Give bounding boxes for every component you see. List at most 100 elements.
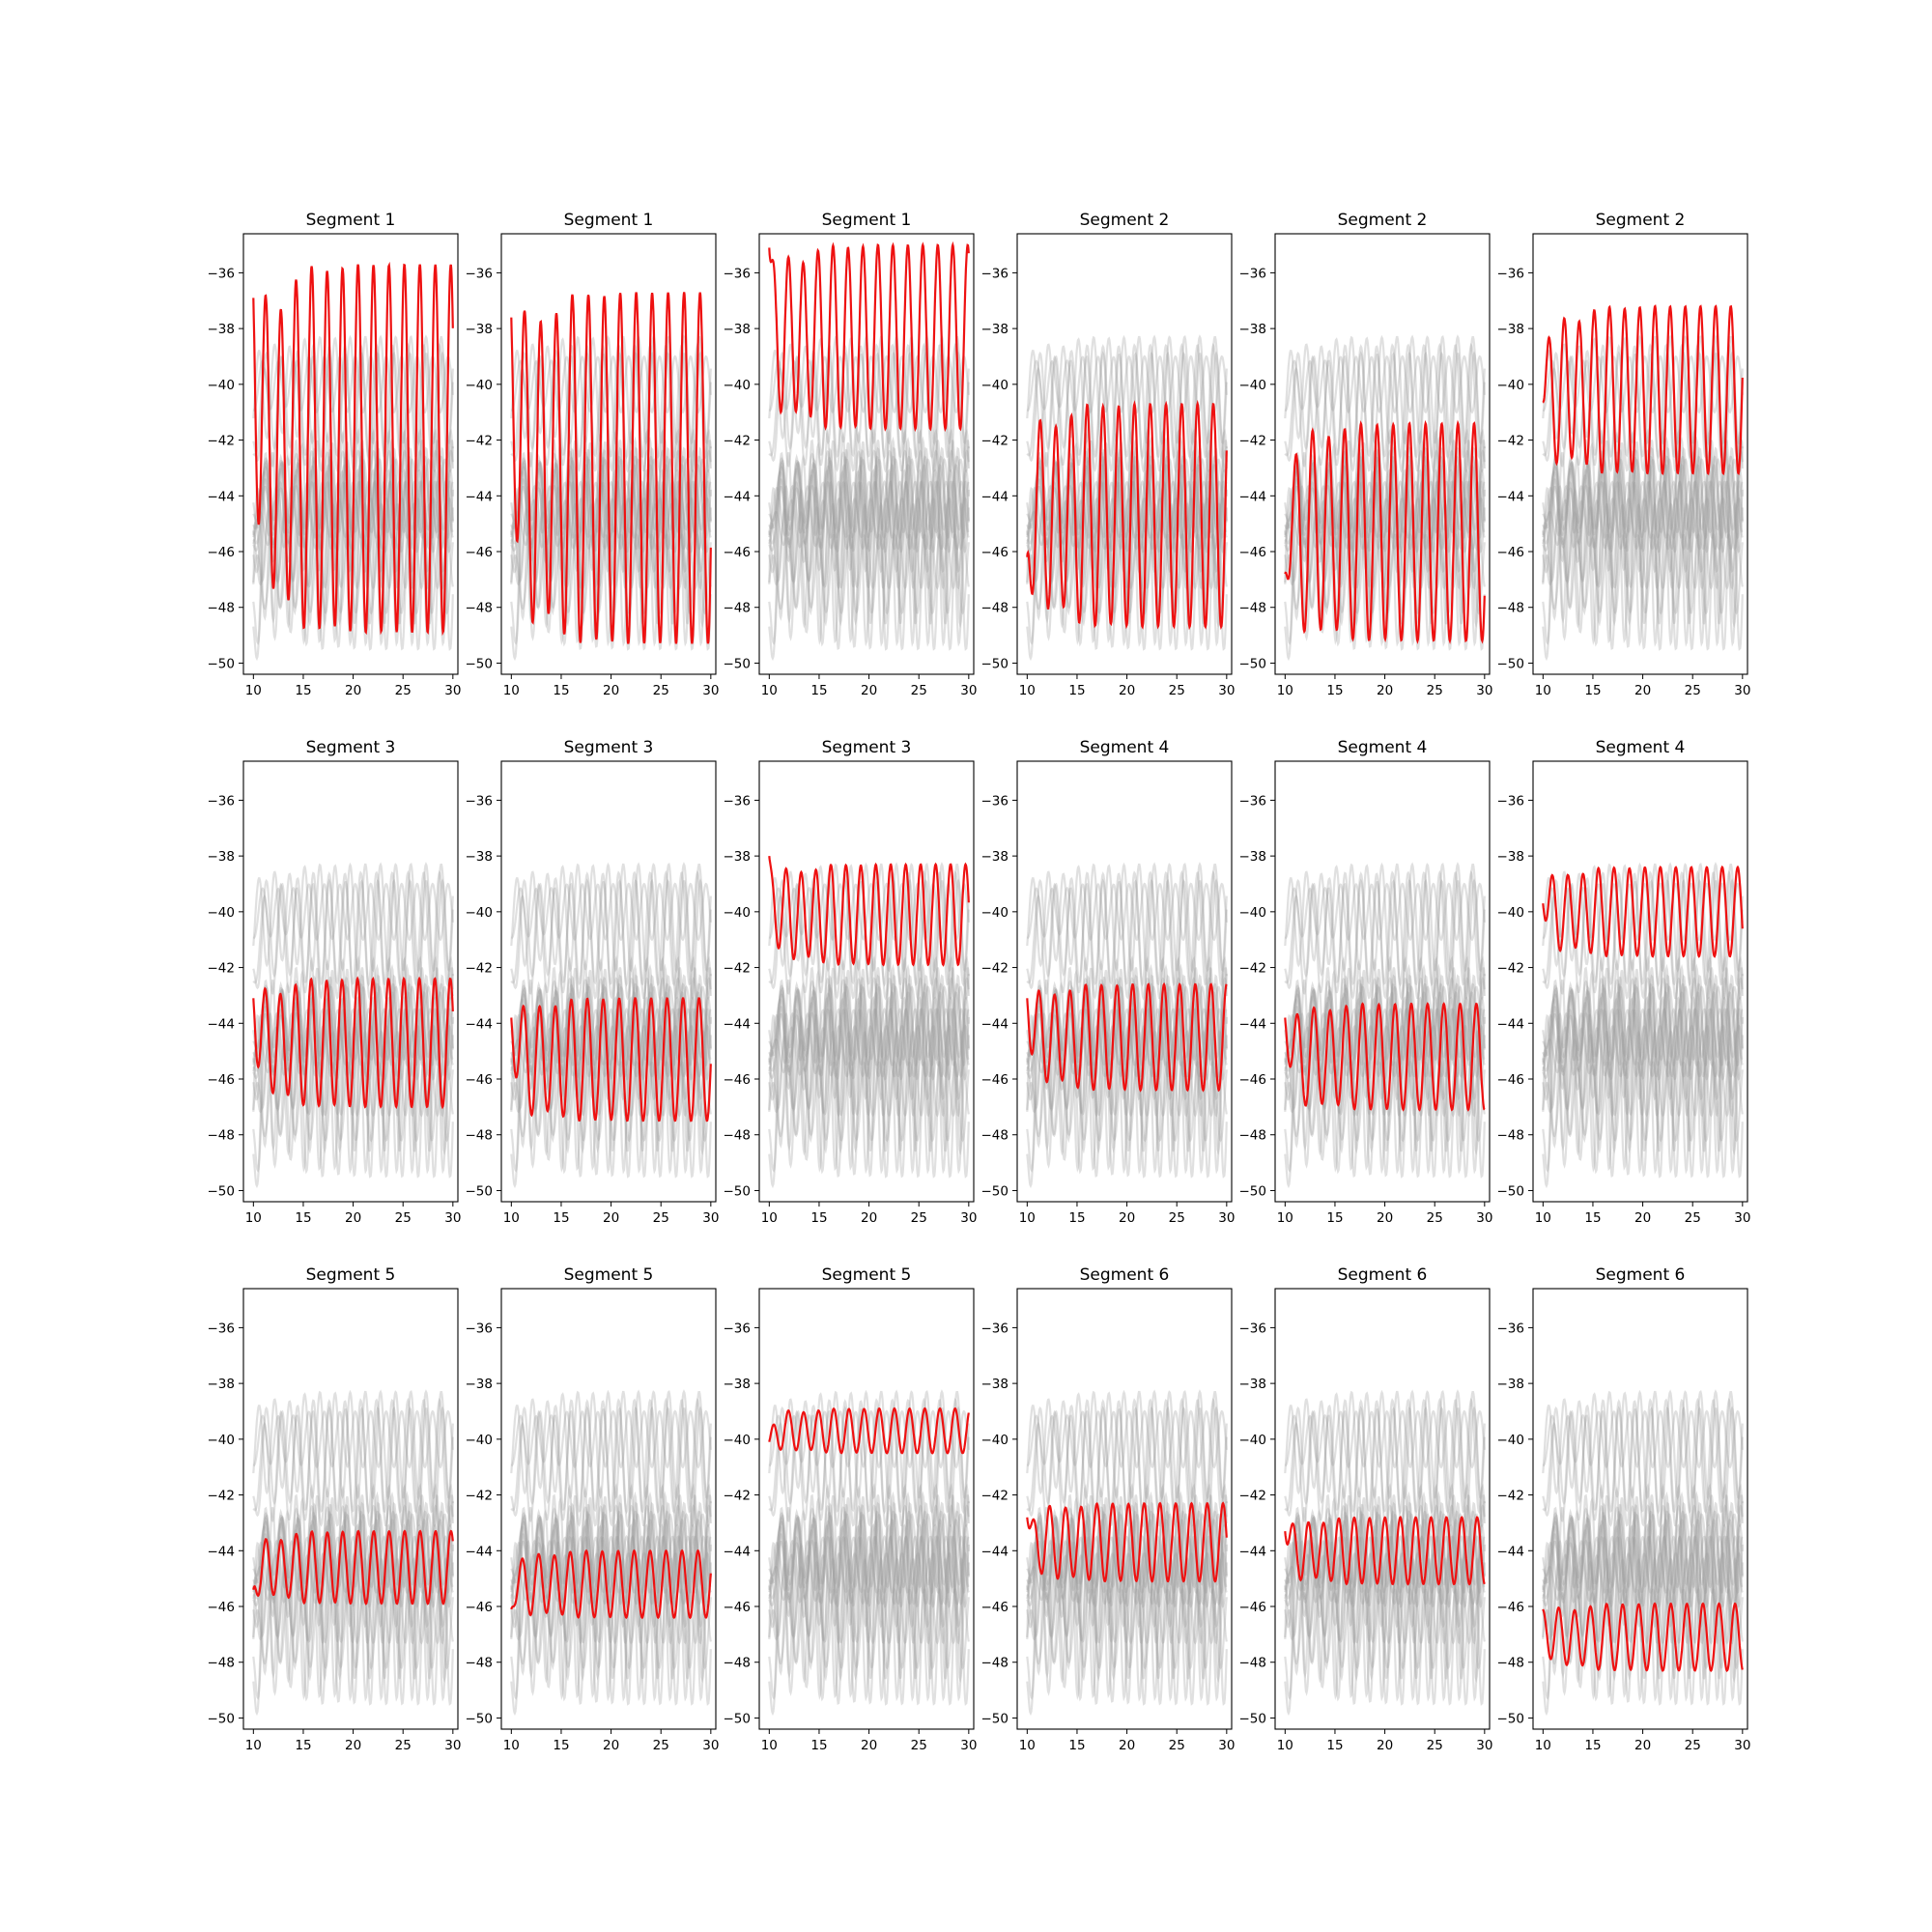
y-tick-label: −46	[724, 1600, 752, 1615]
y-tick-label: −46	[981, 545, 1009, 560]
axes-frame	[758, 1288, 975, 1730]
axes-frame	[1274, 760, 1491, 1203]
y-tick-label: −40	[1239, 378, 1267, 393]
background-trace-15	[1542, 1060, 1744, 1143]
background-trace-13	[1284, 977, 1486, 1059]
background-trace-16	[768, 1551, 970, 1605]
background-trace-7	[768, 996, 970, 1101]
panel-title: Segment 5	[306, 1265, 396, 1285]
x-tick-label: 25	[1169, 1210, 1185, 1226]
background-trace-1	[1284, 955, 1486, 1189]
highlight-trace	[1026, 981, 1228, 1093]
background-trace-5	[768, 1406, 970, 1528]
background-trace-15	[768, 532, 970, 615]
highlight-trace	[1284, 419, 1486, 644]
axes-frame	[242, 233, 459, 675]
background-trace-11	[1026, 985, 1228, 1062]
x-tick-label: 30	[1734, 683, 1750, 698]
background-trace-10	[510, 480, 712, 553]
background-traces	[1542, 862, 1744, 1189]
y-tick-label: −40	[1497, 378, 1525, 393]
y-tick-label: −46	[466, 1072, 494, 1088]
background-trace-4	[1284, 1397, 1486, 1518]
background-trace-13	[768, 449, 970, 531]
background-trace-12	[768, 1409, 970, 1469]
background-trace-13	[510, 977, 712, 1059]
x-tick-label: 20	[603, 683, 619, 698]
y-tick-label: −38	[724, 849, 752, 865]
highlight-trace	[510, 292, 712, 644]
background-trace-4	[1284, 869, 1486, 990]
x-tick-label: 15	[1326, 1210, 1343, 1226]
background-trace-3	[510, 963, 712, 1156]
y-tick-label: −42	[724, 434, 752, 449]
panel-7: Segment 3 −36 −38 −40 −42 −44 −46 −48 −50 10 15 20 2…	[208, 738, 462, 1226]
y-tick-label: −38	[1239, 322, 1267, 337]
y-tick-label: −40	[981, 1433, 1009, 1448]
panel-title: Segment 6	[1596, 1265, 1686, 1285]
background-trace-17	[768, 480, 970, 540]
background-trace-11	[768, 1513, 970, 1589]
y-tick-label: −44	[1239, 1544, 1267, 1559]
y-tick-label: −36	[466, 793, 494, 809]
y-tick-label: −40	[724, 378, 752, 393]
background-trace-4	[1026, 869, 1228, 990]
background-trace-12	[1284, 1409, 1486, 1469]
background-trace-13	[510, 1504, 712, 1586]
x-tick-label: 15	[1068, 1210, 1085, 1226]
y-tick-label: −46	[981, 1600, 1009, 1615]
background-trace-3	[252, 436, 454, 629]
background-trace-7	[768, 1523, 970, 1629]
background-trace-18	[1284, 501, 1486, 590]
panel-title: Segment 1	[822, 211, 912, 230]
background-traces	[768, 334, 970, 662]
background-trace-4	[768, 869, 970, 990]
panel-title: Segment 4	[1338, 738, 1428, 757]
background-trace-8	[768, 982, 970, 1081]
y-tick-label: −36	[1239, 1321, 1267, 1336]
x-tick-label: 15	[810, 1210, 827, 1226]
background-trace-11	[1284, 985, 1486, 1062]
background-trace-3	[768, 436, 970, 629]
y-tick-label: −48	[208, 601, 236, 616]
background-trace-9	[252, 480, 454, 590]
background-trace-14	[1542, 464, 1744, 540]
x-tick-label: 10	[1277, 683, 1293, 698]
panel-title: Segment 3	[822, 738, 912, 757]
axes-frame	[1532, 233, 1748, 675]
background-trace-18	[252, 1556, 454, 1645]
y-tick-label: −50	[1497, 656, 1525, 671]
y-tick-label: −46	[1239, 1072, 1267, 1088]
background-trace-13	[1542, 977, 1744, 1059]
y-tick-label: −46	[724, 1072, 752, 1088]
background-traces	[768, 1389, 970, 1717]
background-trace-2	[1542, 1501, 1744, 1706]
x-tick-label: 15	[810, 1738, 827, 1753]
y-tick-label: −36	[208, 793, 236, 809]
background-trace-1	[1542, 428, 1744, 662]
y-tick-label: −44	[981, 1016, 1009, 1032]
y-tick-label: −38	[208, 322, 236, 337]
y-tick-label: −36	[724, 1321, 752, 1336]
y-tick-label: −36	[981, 266, 1009, 281]
x-tick-label: 30	[1734, 1738, 1750, 1753]
highlight-trace	[1026, 1501, 1228, 1583]
y-tick-label: −38	[724, 322, 752, 337]
y-tick-label: −44	[208, 489, 236, 504]
y-tick-label: −38	[466, 322, 494, 337]
background-trace-10	[1542, 1535, 1744, 1607]
y-tick-label: −50	[724, 1183, 752, 1199]
x-tick-label: 10	[761, 1738, 778, 1753]
y-tick-label: −38	[1497, 1377, 1525, 1392]
y-tick-label: −50	[208, 1711, 236, 1726]
background-trace-16	[1026, 1551, 1228, 1605]
y-tick-label: −36	[724, 266, 752, 281]
y-tick-label: −48	[1239, 601, 1267, 616]
x-tick-label: 20	[1119, 1738, 1135, 1753]
y-tick-label: −44	[208, 1544, 236, 1559]
y-tick-label: −44	[208, 1016, 236, 1032]
y-tick-label: −40	[1497, 905, 1525, 921]
highlight-trace	[252, 1529, 454, 1605]
x-tick-label: 30	[960, 683, 977, 698]
x-tick-label: 15	[1584, 683, 1601, 698]
